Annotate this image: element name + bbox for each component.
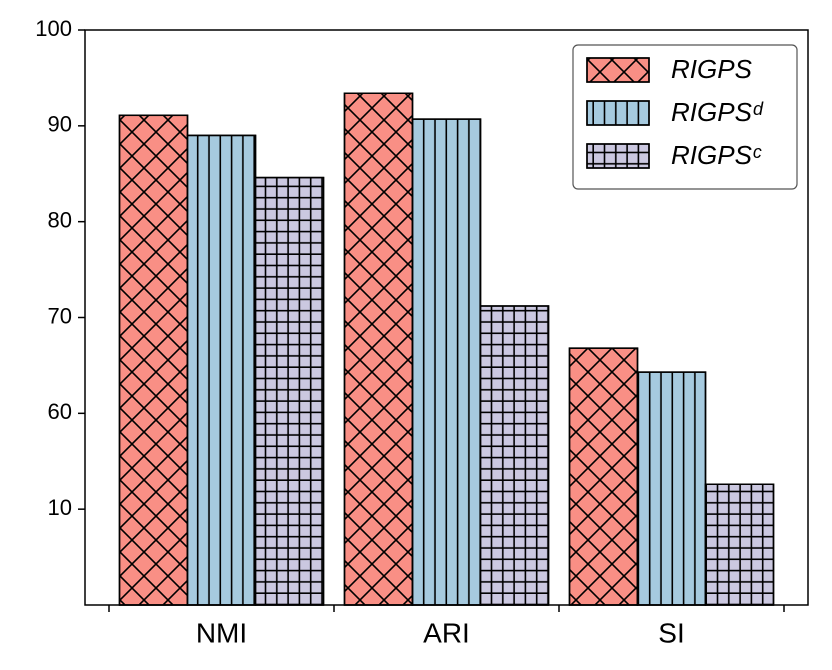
bar-hatch — [343, 92, 414, 606]
x-tick-label: ARI — [423, 617, 470, 648]
bar-hatch — [636, 371, 707, 606]
y-tick-label: 70 — [48, 303, 72, 328]
legend-swatch-hatch — [586, 57, 650, 83]
bar-hatch — [254, 176, 325, 606]
axes-frame — [84, 29, 809, 606]
legend-label: RIGPSᶜ — [671, 140, 762, 170]
bar-hatch — [186, 134, 257, 606]
legend-swatch-hatch — [586, 143, 650, 169]
x-tick-label: SI — [658, 617, 684, 648]
legend-swatch-hatch — [586, 100, 650, 126]
y-tick-label: 10 — [48, 495, 72, 520]
bar-hatch — [704, 483, 775, 606]
y-tick-label: 60 — [48, 399, 72, 424]
y-tick-label: 90 — [48, 112, 72, 137]
bar-hatch — [118, 114, 189, 606]
bar-hatch — [568, 347, 639, 606]
bar-hatch — [479, 305, 550, 606]
y-tick-label: 80 — [48, 207, 72, 232]
legend-label: RIGPS — [671, 54, 753, 84]
bar-hatch — [411, 118, 482, 606]
legend: RIGPS RIGPSᵈ RIGPSᶜ — [572, 44, 798, 190]
legend-label: RIGPSᵈ — [671, 97, 764, 127]
x-tick-label: NMI — [196, 617, 247, 648]
y-tick-label: 100 — [35, 16, 72, 41]
